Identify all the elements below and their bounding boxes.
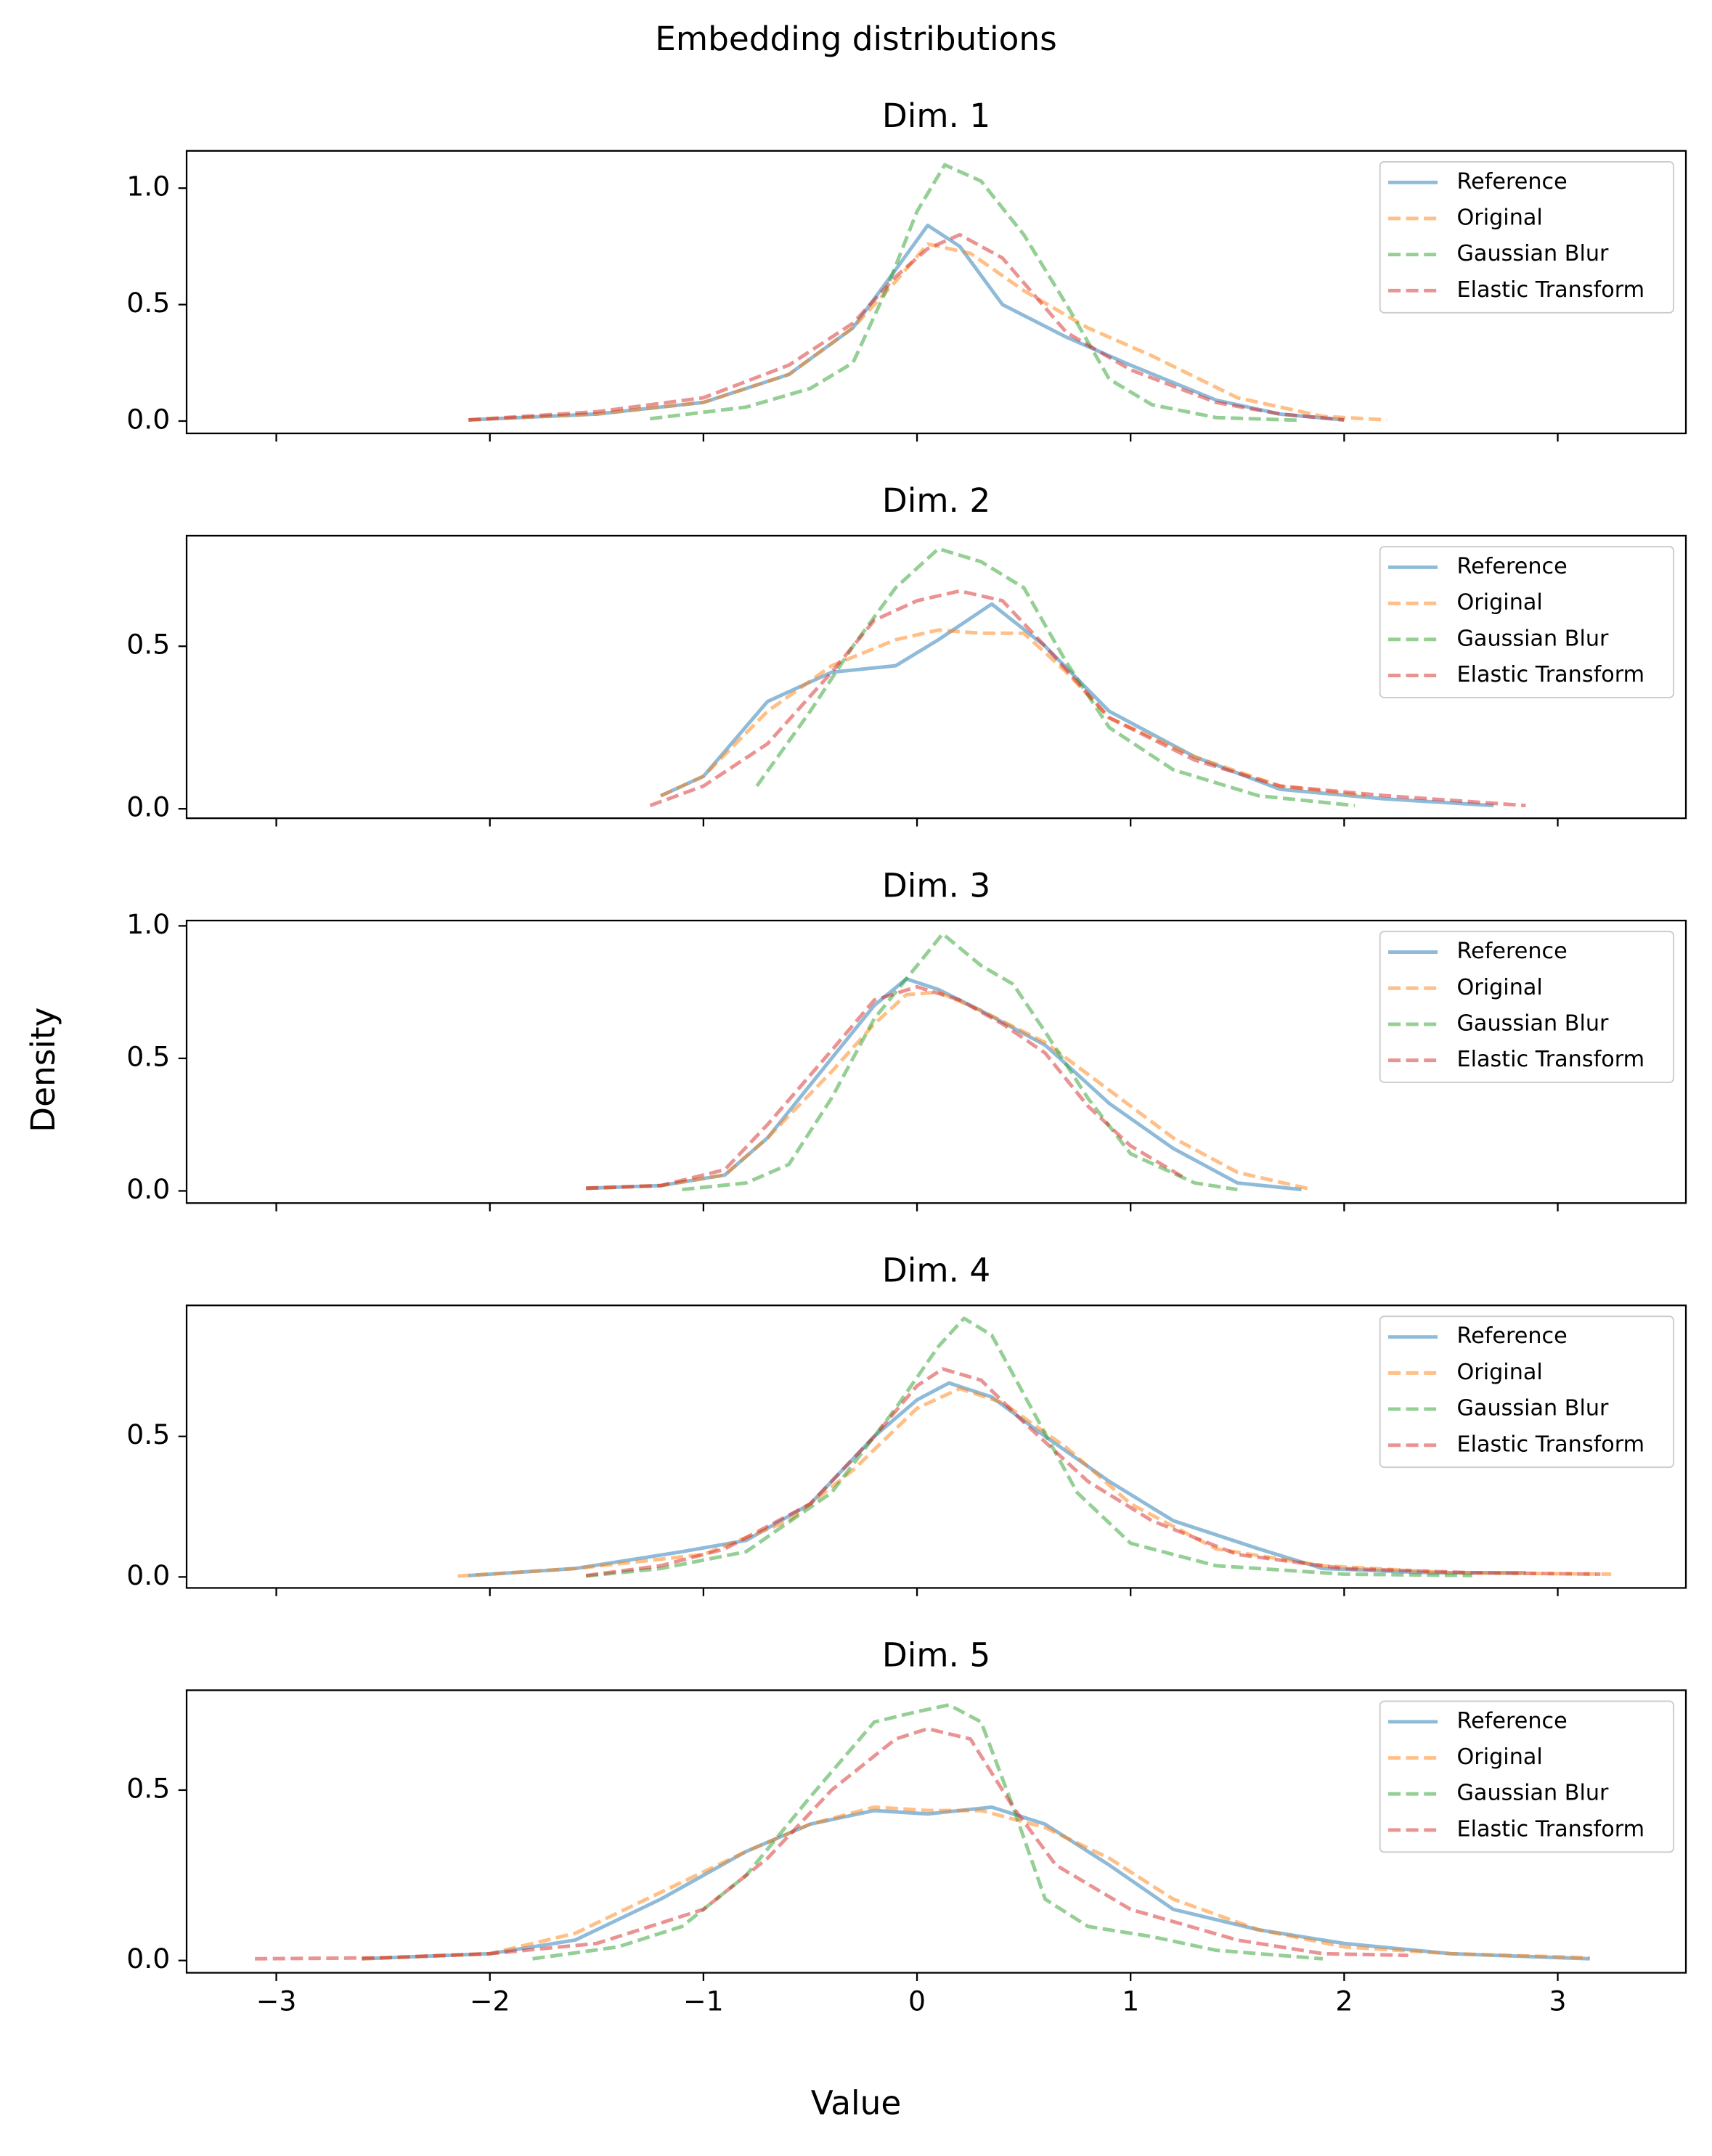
series-line (468, 1381, 1526, 1577)
series-line (585, 1316, 1472, 1578)
legend-label: Elastic Transform (1457, 1047, 1645, 1072)
x-axis-label: Value (811, 2084, 901, 2123)
series-line (660, 602, 1494, 808)
legend-label: Gaussian Blur (1457, 1396, 1610, 1421)
series-line (660, 628, 1366, 798)
legend-label: Gaussian Blur (1457, 626, 1610, 651)
legend-label: Original (1457, 590, 1543, 616)
legend-label: Reference (1457, 169, 1568, 195)
legend-label: Reference (1457, 939, 1568, 964)
axes-frame (185, 919, 1687, 1204)
series-line (755, 547, 1356, 808)
legend-label: Elastic Transform (1457, 277, 1645, 303)
y-axis-label: Density (24, 1008, 62, 1132)
y-tick-label: 0.0 (126, 1173, 170, 1205)
x-tick-label: −1 (683, 1985, 724, 2017)
y-tick-label: 0.0 (126, 404, 170, 436)
axes-frame (185, 1304, 1687, 1589)
y-tick-label: 1.0 (126, 171, 170, 203)
y-tick-label: 0.5 (126, 1418, 170, 1450)
legend-label: Elastic Transform (1457, 1432, 1645, 1457)
x-tick-label: 2 (1335, 1985, 1353, 2017)
x-tick-label: −3 (256, 1985, 297, 2017)
x-tick-label: 3 (1549, 1985, 1567, 2017)
series-line (468, 242, 1387, 422)
y-tick-label: 0.0 (126, 1943, 170, 1975)
series-line (682, 931, 1238, 1192)
y-tick-label: 0.0 (126, 791, 170, 823)
y-tick-label: 0.5 (126, 1772, 170, 1804)
legend-box (1379, 931, 1674, 1083)
legend-box (1379, 1315, 1674, 1469)
x-tick-label: 0 (908, 1985, 926, 2017)
legend-box (1379, 1700, 1674, 1853)
x-tick-label: 1 (1122, 1985, 1139, 2017)
legend-label: Gaussian Blur (1457, 1010, 1610, 1036)
legend-label: Elastic Transform (1457, 1816, 1645, 1842)
legend-label: Reference (1457, 1708, 1568, 1734)
legend-label: Elastic Transform (1457, 662, 1645, 687)
series-line (586, 984, 1186, 1191)
series-line (255, 1726, 1409, 1961)
subplot-title: Dim. 5 (882, 1636, 990, 1675)
legend-label: Original (1457, 205, 1543, 230)
legend-label: Gaussian Blur (1457, 1781, 1610, 1806)
legend-label: Gaussian Blur (1457, 241, 1610, 266)
series-line (586, 990, 1313, 1192)
legend-label: Original (1457, 975, 1543, 1000)
series-line (585, 1367, 1601, 1577)
legend-label: Reference (1457, 554, 1568, 579)
legend-label: Original (1457, 1744, 1543, 1770)
x-tick-label: −2 (470, 1985, 510, 2017)
series-line (649, 589, 1526, 808)
series-line (468, 232, 1345, 422)
series-line (457, 1387, 1612, 1578)
subplot-title: Dim. 1 (882, 97, 990, 135)
y-tick-label: 0.5 (126, 629, 170, 661)
legend-label: Original (1457, 1360, 1543, 1385)
axes-frame (185, 150, 1687, 435)
axes-frame (185, 534, 1687, 820)
subplot-title: Dim. 2 (882, 481, 990, 520)
y-tick-label: 0.0 (126, 1559, 170, 1591)
series-line (650, 163, 1302, 422)
legend-box (1379, 160, 1674, 314)
legend-label: Reference (1457, 1323, 1568, 1349)
subplot-title: Dim. 3 (882, 866, 990, 905)
figure-title: Embedding distributions (655, 20, 1056, 58)
y-tick-label: 0.5 (126, 1040, 170, 1072)
y-tick-label: 1.0 (126, 908, 170, 940)
axes-frame (185, 1689, 1687, 1974)
legend-box (1379, 546, 1674, 698)
y-tick-label: 0.5 (126, 287, 170, 319)
subplot-title: Dim. 4 (882, 1251, 990, 1289)
